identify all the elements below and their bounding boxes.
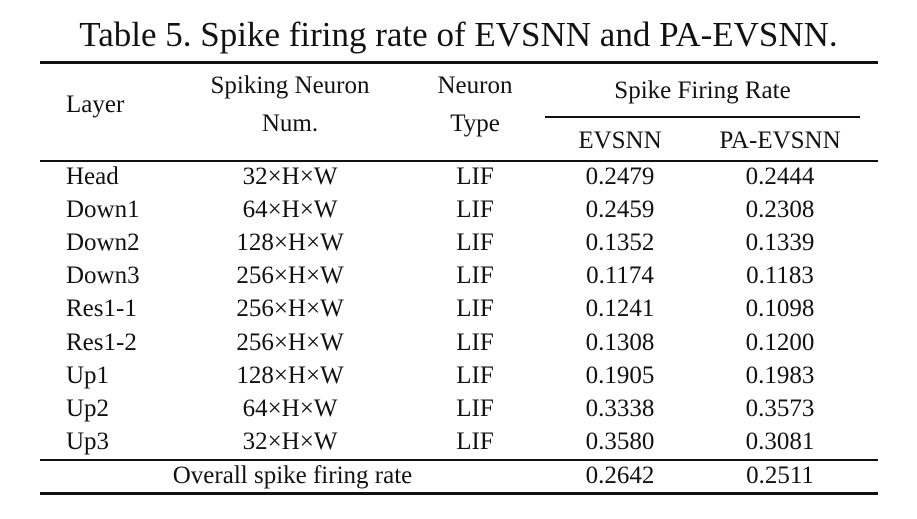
cell-neuron-num: 128×H×W <box>236 362 344 389</box>
cell-pa-evsnn: 0.1983 <box>745 362 815 389</box>
cell-layer: Down1 <box>66 196 140 223</box>
cell-neuron-num: 64×H×W <box>242 196 338 223</box>
table-caption: Table 5. Spike firing rate of EVSNN and … <box>79 15 838 54</box>
cell-evsnn: 0.1905 <box>585 362 655 389</box>
cell-neuron-type: LIF <box>456 229 494 256</box>
cell-neuron-type: LIF <box>456 295 494 322</box>
group-rule <box>545 116 860 118</box>
cell-layer: Up1 <box>66 362 110 389</box>
cell-neuron-type: LIF <box>456 395 494 422</box>
cell-neuron-num: 64×H×W <box>242 395 338 422</box>
cell-pa-evsnn: 0.2444 <box>745 163 815 190</box>
cell-neuron-type: LIF <box>456 262 494 289</box>
cell-layer: Head <box>66 163 119 190</box>
cell-pa-evsnn: 0.3081 <box>745 428 815 455</box>
cell-evsnn: 0.3338 <box>585 395 655 422</box>
cell-neuron-type: LIF <box>456 329 494 356</box>
header-layer: Layer <box>66 91 125 118</box>
cell-neuron-type: LIF <box>456 163 494 190</box>
cell-pa-evsnn: 0.3573 <box>745 395 815 422</box>
cell-layer: Down3 <box>66 262 140 289</box>
overall-rule <box>40 459 878 461</box>
header-neuron-num-line2: Num. <box>261 110 319 137</box>
overall-evsnn: 0.2642 <box>585 462 655 489</box>
header-neuron-type-line2: Type <box>450 110 500 137</box>
top-rule <box>40 61 878 64</box>
cell-evsnn: 0.2479 <box>585 163 655 190</box>
overall-pa-evsnn: 0.2511 <box>746 462 814 489</box>
header-neuron-type-line1: Neuron <box>437 72 513 99</box>
header-spike-firing-rate: Spike Firing Rate <box>614 77 791 104</box>
header-evsnn: EVSNN <box>578 127 662 154</box>
cell-layer: Down2 <box>66 229 140 256</box>
cell-evsnn: 0.1308 <box>585 329 655 356</box>
header-pa-evsnn: PA-EVSNN <box>719 127 841 154</box>
cell-layer: Res1-1 <box>66 295 137 322</box>
header-neuron-num-line1: Spiking Neuron <box>210 72 370 99</box>
cell-evsnn: 0.2459 <box>585 196 655 223</box>
cell-evsnn: 0.1174 <box>586 262 654 289</box>
cell-neuron-num: 256×H×W <box>236 329 344 356</box>
bottom-rule <box>40 492 878 495</box>
cell-pa-evsnn: 0.2308 <box>745 196 815 223</box>
cell-neuron-num: 32×H×W <box>242 163 338 190</box>
cell-neuron-type: LIF <box>456 428 494 455</box>
cell-neuron-num: 256×H×W <box>236 262 344 289</box>
cell-neuron-num: 32×H×W <box>242 428 338 455</box>
cell-neuron-type: LIF <box>456 196 494 223</box>
cell-pa-evsnn: 0.1200 <box>745 329 815 356</box>
cell-pa-evsnn: 0.1339 <box>745 229 815 256</box>
cell-neuron-num: 128×H×W <box>236 229 344 256</box>
cell-layer: Up3 <box>66 428 110 455</box>
cell-neuron-num: 256×H×W <box>236 295 344 322</box>
cell-evsnn: 0.1241 <box>585 295 655 322</box>
cell-pa-evsnn: 0.1098 <box>745 295 815 322</box>
cell-neuron-type: LIF <box>456 362 494 389</box>
cell-layer: Res1-2 <box>66 329 137 356</box>
cell-evsnn: 0.3580 <box>585 428 655 455</box>
cell-evsnn: 0.1352 <box>585 229 655 256</box>
cell-layer: Up2 <box>66 395 110 422</box>
header-rule <box>40 160 878 162</box>
cell-pa-evsnn: 0.1183 <box>746 262 814 289</box>
overall-label: Overall spike firing rate <box>172 462 413 489</box>
